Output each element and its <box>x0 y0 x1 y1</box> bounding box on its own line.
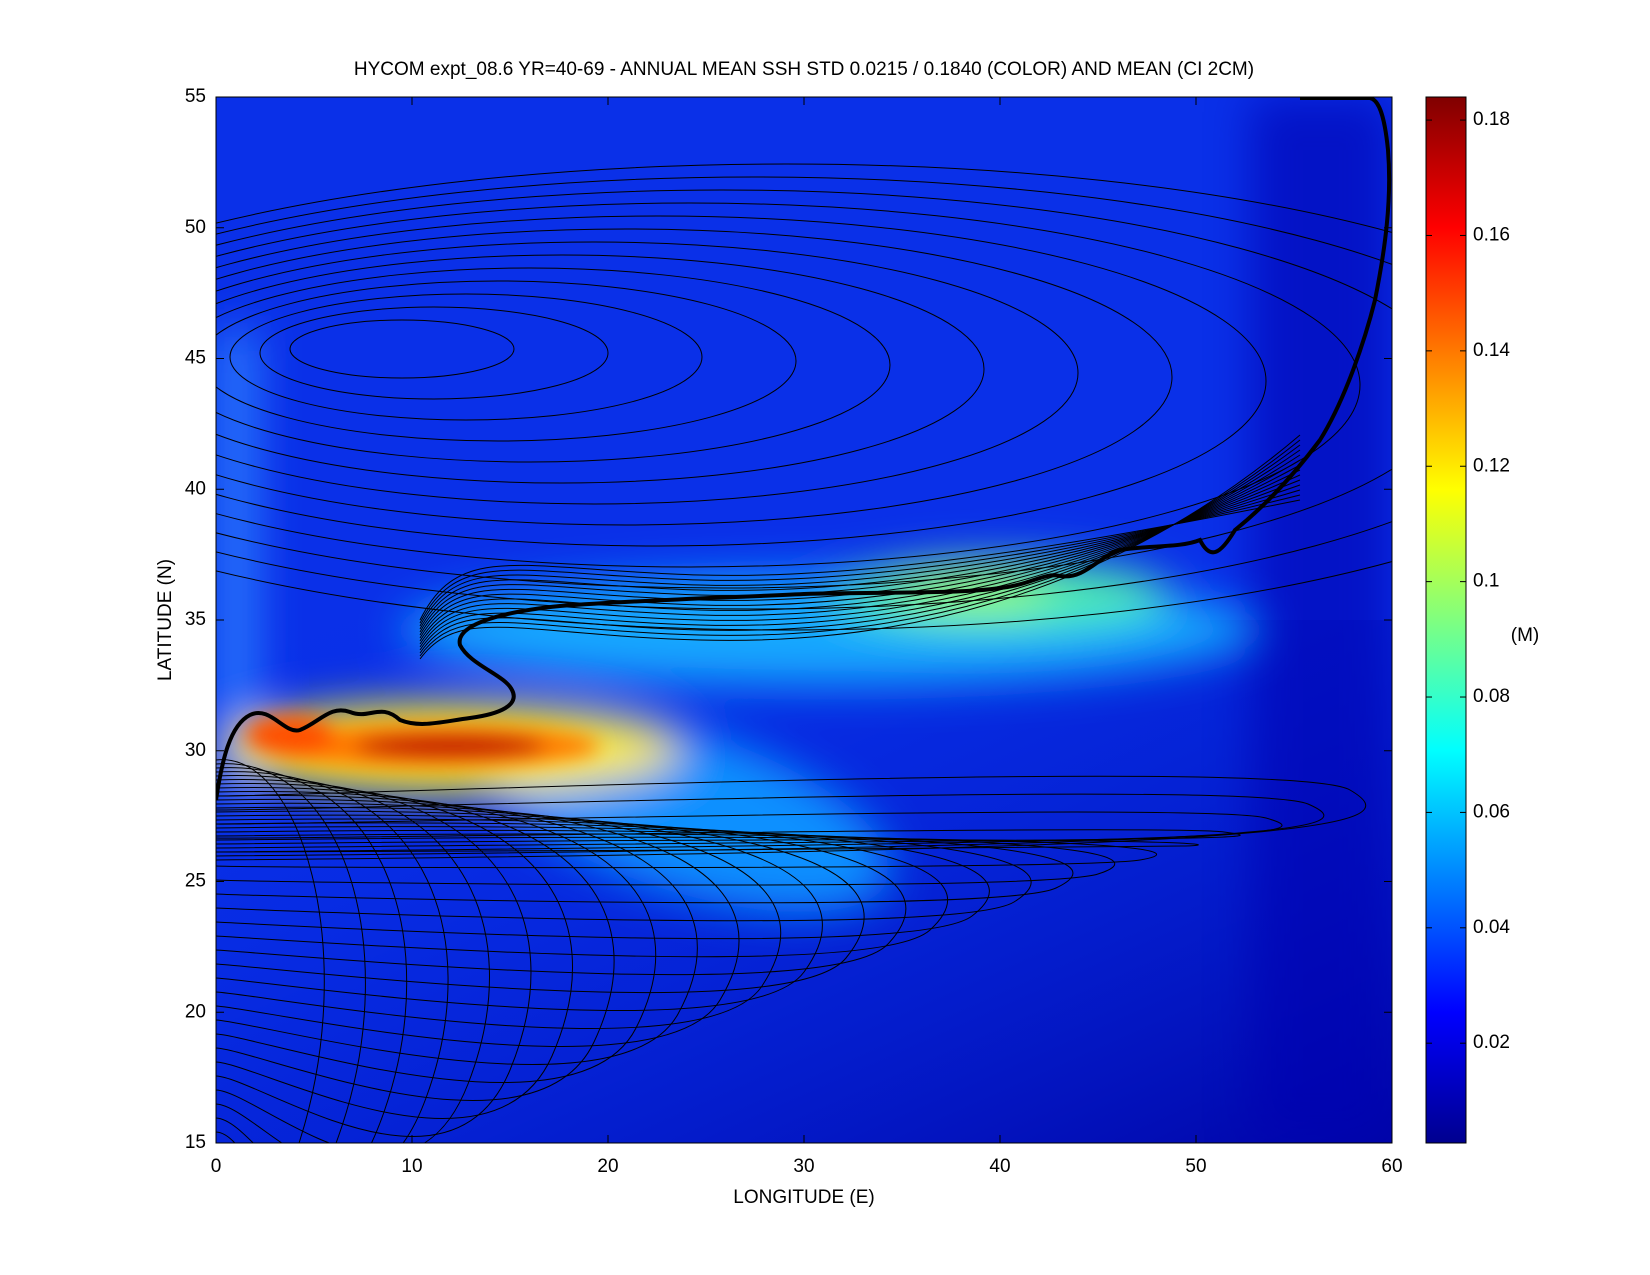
colorbar-tick-label: 0.1 <box>1473 571 1499 592</box>
x-tick-label: 10 <box>401 1156 422 1177</box>
contour-line <box>216 779 532 1137</box>
contour-line <box>419 474 1301 636</box>
contour-line <box>216 767 408 1143</box>
y-tick-label: 45 <box>185 348 206 369</box>
contour-line <box>419 454 1301 648</box>
y-tick-label: 15 <box>185 1132 206 1153</box>
contour-line <box>419 469 1301 639</box>
y-tick-label: 30 <box>185 740 206 761</box>
colorbar-label: (M) <box>1511 625 1539 646</box>
contour-line <box>216 833 1116 886</box>
contour-line <box>419 499 1301 621</box>
contours <box>216 163 1392 1143</box>
y-tick-label: 25 <box>185 871 206 892</box>
contour-line <box>216 215 1267 547</box>
contour-line <box>216 228 1173 526</box>
contour-line <box>216 826 1032 922</box>
field-shade <box>1250 97 1392 1143</box>
field <box>216 97 1392 1143</box>
contour-line <box>289 319 515 379</box>
y-tick-label: 35 <box>185 609 206 630</box>
field-core <box>245 715 600 768</box>
contour-line <box>216 790 657 1084</box>
colorbar-tick-label: 0.02 <box>1473 1032 1510 1053</box>
contour-line <box>419 434 1301 660</box>
x-tick-label: 40 <box>989 1156 1010 1177</box>
y-tick-label: 55 <box>185 86 206 107</box>
y-tick-label: 20 <box>185 1001 206 1022</box>
colorbar-tick-label: 0.18 <box>1473 109 1510 130</box>
contour-line <box>259 306 609 400</box>
contour-line <box>216 763 366 1143</box>
contour-line <box>419 489 1301 627</box>
colorbar-tick-label: 0.14 <box>1473 340 1510 361</box>
x-tick-label: 20 <box>597 1156 618 1177</box>
contour-line <box>216 793 1325 857</box>
y-axis-label: LATITUDE (N) <box>155 559 176 681</box>
colorbar-tick-label: 0.04 <box>1473 917 1510 938</box>
x-tick-label: 30 <box>793 1156 814 1177</box>
x-tick-label: 50 <box>1185 1156 1206 1177</box>
contour-line <box>216 811 1283 853</box>
contour-line <box>216 267 891 463</box>
contour-line <box>216 280 797 442</box>
contour-line <box>216 241 1079 505</box>
contour-line <box>216 189 1392 589</box>
contour-line <box>419 484 1301 630</box>
x-tick-label: 0 <box>211 1156 222 1177</box>
contour-line <box>216 775 490 1143</box>
contour-line <box>216 163 1392 631</box>
colorbar-tick-label: 0.16 <box>1473 224 1510 245</box>
x-axis-label: LONGITUDE (E) <box>733 1187 874 1208</box>
contour-line <box>419 464 1301 642</box>
zero-contour <box>216 97 1392 801</box>
contour-line <box>216 802 782 1030</box>
contour-line <box>419 494 1301 624</box>
chart-title: HYCOM expt_08.6 YR=40-69 - ANNUAL MEAN S… <box>354 59 1254 80</box>
contour-line <box>216 783 573 1119</box>
colorbar-tick-label: 0.06 <box>1473 801 1510 822</box>
colorbar-tick-label: 0.08 <box>1473 686 1510 707</box>
contour-line <box>216 254 985 484</box>
contour-line <box>216 829 1074 904</box>
contour-line <box>419 449 1301 651</box>
contour-line <box>216 775 1367 861</box>
contour-line <box>216 176 1392 610</box>
contour-line <box>419 444 1301 654</box>
colorbar-tick-label: 0.12 <box>1473 455 1510 476</box>
x-tick-label: 60 <box>1381 1156 1402 1177</box>
contour-line <box>419 459 1301 645</box>
y-tick-label: 50 <box>185 217 206 238</box>
contour-line <box>216 836 1157 869</box>
contour-line <box>216 202 1361 568</box>
contour-line <box>229 293 703 421</box>
colorbar <box>1425 96 1467 1144</box>
contour-line <box>216 829 1241 849</box>
y-tick-label: 40 <box>185 478 206 499</box>
